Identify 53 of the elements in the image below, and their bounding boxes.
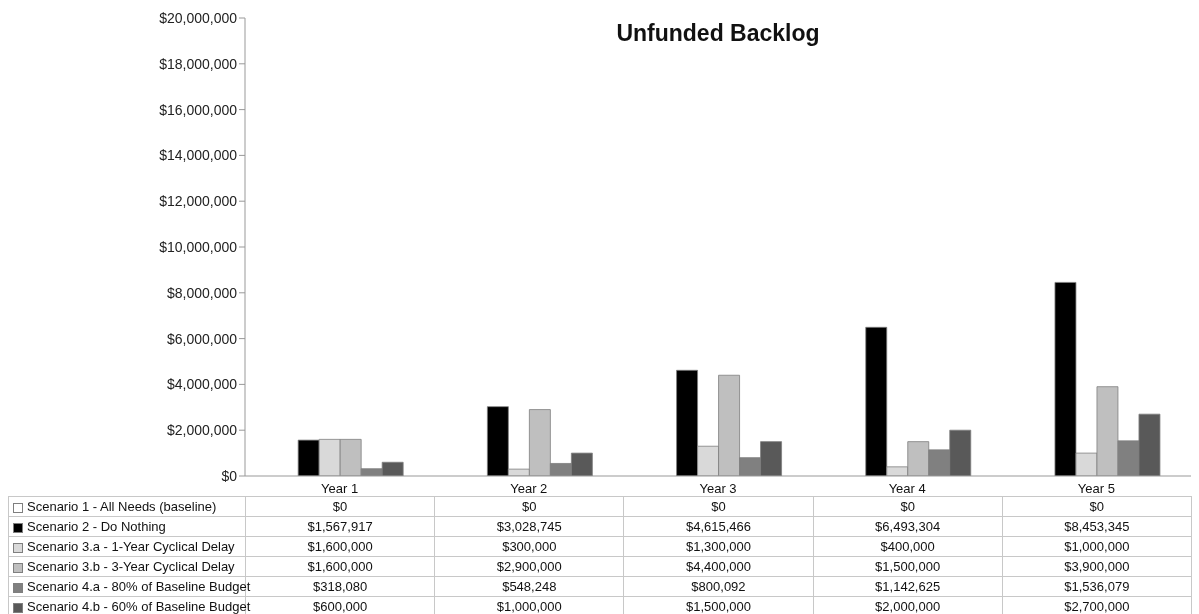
legend-label: Scenario 4.a - 80% of Baseline Budget xyxy=(26,578,251,596)
data-label: $1,300,000 xyxy=(623,536,814,557)
y-tick-label: $20,000,000 xyxy=(159,9,238,26)
data-label: $1,536,079 xyxy=(1002,576,1192,597)
y-tick-label: $8,000,000 xyxy=(166,284,238,301)
data-label: $2,700,000 xyxy=(1002,596,1192,614)
y-tick-label: $2,000,000 xyxy=(166,422,238,439)
y-tick-label: $0 xyxy=(221,467,238,484)
y-tick-label: $6,000,000 xyxy=(166,330,238,347)
data-label: $800,092 xyxy=(623,576,814,597)
data-label: $548,248 xyxy=(434,576,624,597)
y-tick-label: $16,000,000 xyxy=(159,101,238,118)
x-tick-label: Year 2 xyxy=(510,481,548,497)
x-tick-label: Year 4 xyxy=(888,481,926,497)
data-label: $1,500,000 xyxy=(623,596,814,614)
data-label: $300,000 xyxy=(434,536,624,557)
data-label: $600,000 xyxy=(312,599,368,614)
chart-title: Unfunded Backlog xyxy=(615,20,821,47)
data-label: $0 xyxy=(623,496,814,517)
data-label: $1,000,000 xyxy=(1002,536,1192,557)
data-label: $1,600,000 xyxy=(245,536,435,557)
legend-label: Scenario 1 - All Needs (baseline) xyxy=(8,496,246,517)
data-label: $2,000,000 xyxy=(813,596,1003,614)
data-label: $1,600,000 xyxy=(245,556,435,577)
data-label: $3,028,745 xyxy=(434,516,624,537)
legend-label: Scenario 3.a - 1-Year Cyclical Delay xyxy=(8,536,246,557)
data-label: $0 xyxy=(813,496,1003,517)
y-tick-label: $4,000,000 xyxy=(166,376,238,393)
data-label: $0 xyxy=(245,496,435,517)
legend-label: Scenario 4.b - 60% of Baseline Budget xyxy=(26,598,251,614)
data-label: $1,500,000 xyxy=(813,556,1003,577)
x-tick-label: Year 1 xyxy=(321,481,359,497)
data-label: $6,493,304 xyxy=(813,516,1003,537)
data-label: $400,000 xyxy=(813,536,1003,557)
data-label: $2,900,000 xyxy=(434,556,624,577)
x-tick-label: Year 5 xyxy=(1077,481,1115,497)
y-tick-label: $12,000,000 xyxy=(159,193,238,210)
data-label: $8,453,345 xyxy=(1002,516,1192,537)
y-tick-label: $14,000,000 xyxy=(159,147,238,164)
y-tick-label: $10,000,000 xyxy=(159,238,238,255)
data-label: $1,000,000 xyxy=(434,596,624,614)
data-label: $1,142,625 xyxy=(813,576,1003,597)
data-label: $4,400,000 xyxy=(623,556,814,577)
data-label: $0 xyxy=(1002,496,1192,517)
x-tick-label: Year 3 xyxy=(699,481,737,497)
data-label: $3,900,000 xyxy=(1002,556,1192,577)
data-label: $1,567,917 xyxy=(245,516,435,537)
y-tick-label: $18,000,000 xyxy=(159,55,238,72)
data-label: $4,615,466 xyxy=(623,516,814,537)
data-label: $0 xyxy=(434,496,624,517)
data-label: $318,080 xyxy=(312,579,368,594)
legend-label: Scenario 3.b - 3-Year Cyclical Delay xyxy=(8,556,246,577)
legend-label: Scenario 2 - Do Nothing xyxy=(8,516,246,537)
